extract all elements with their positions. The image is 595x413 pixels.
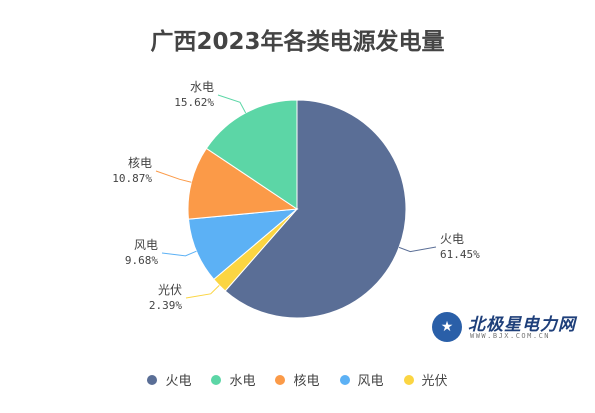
legend-dot-hydro	[211, 374, 222, 385]
legend-label-nuclear: 核电	[293, 374, 320, 389]
data-label-value-hydro: 15.62%	[174, 96, 214, 109]
legend-label-hydro: 水电	[229, 374, 256, 389]
leader-line-thermal	[398, 246, 437, 253]
data-label-name-solar: 光伏	[158, 283, 182, 297]
data-label-value-wind: 9.68%	[125, 254, 158, 267]
watermark-url: WWW.BJX.COM.CN	[470, 332, 551, 340]
pie-slice-hydro[interactable]	[205, 99, 298, 210]
watermark-name: 北极星电力网	[468, 315, 576, 335]
legend-item-solar[interactable]: 光伏	[403, 370, 448, 389]
legend: 火电 水电 核电 风电 光伏	[0, 370, 595, 389]
leader-line-hydro	[217, 94, 247, 114]
legend-item-wind[interactable]: 风电	[339, 370, 384, 389]
legend-item-thermal[interactable]: 火电	[147, 370, 191, 389]
legend-dot-nuclear	[275, 374, 286, 385]
data-label-name-wind: 风电	[134, 238, 158, 252]
leader-line-wind	[161, 250, 197, 257]
leader-line-solar	[185, 285, 220, 299]
legend-item-nuclear[interactable]: 核电	[275, 370, 320, 389]
pie-slice-nuclear[interactable]	[187, 147, 299, 220]
legend-label-solar: 光伏	[421, 374, 448, 389]
data-label-name-thermal: 火电	[440, 232, 464, 246]
star-icon: ★	[432, 312, 462, 342]
data-label-value-solar: 2.39%	[149, 299, 182, 312]
data-label-name-hydro: 水电	[190, 80, 214, 94]
data-label-value-nuclear: 10.87%	[112, 172, 152, 185]
legend-item-hydro[interactable]: 水电	[211, 370, 255, 389]
chart-title: 广西2023年各类电源发电量	[150, 29, 445, 55]
data-label-name-nuclear: 核电	[128, 156, 152, 170]
leader-line-nuclear	[155, 170, 192, 183]
data-label-value-thermal: 61.45%	[440, 248, 480, 261]
legend-dot-thermal	[147, 374, 158, 385]
legend-dot-solar	[403, 374, 414, 385]
legend-label-wind: 风电	[357, 374, 384, 389]
pie-slice-thermal[interactable]	[224, 99, 407, 319]
legend-dot-wind	[339, 374, 350, 385]
legend-label-thermal: 火电	[165, 374, 192, 389]
watermark-logo: ★ 北极星电力网 WWW.BJX.COM.CN	[432, 310, 582, 346]
